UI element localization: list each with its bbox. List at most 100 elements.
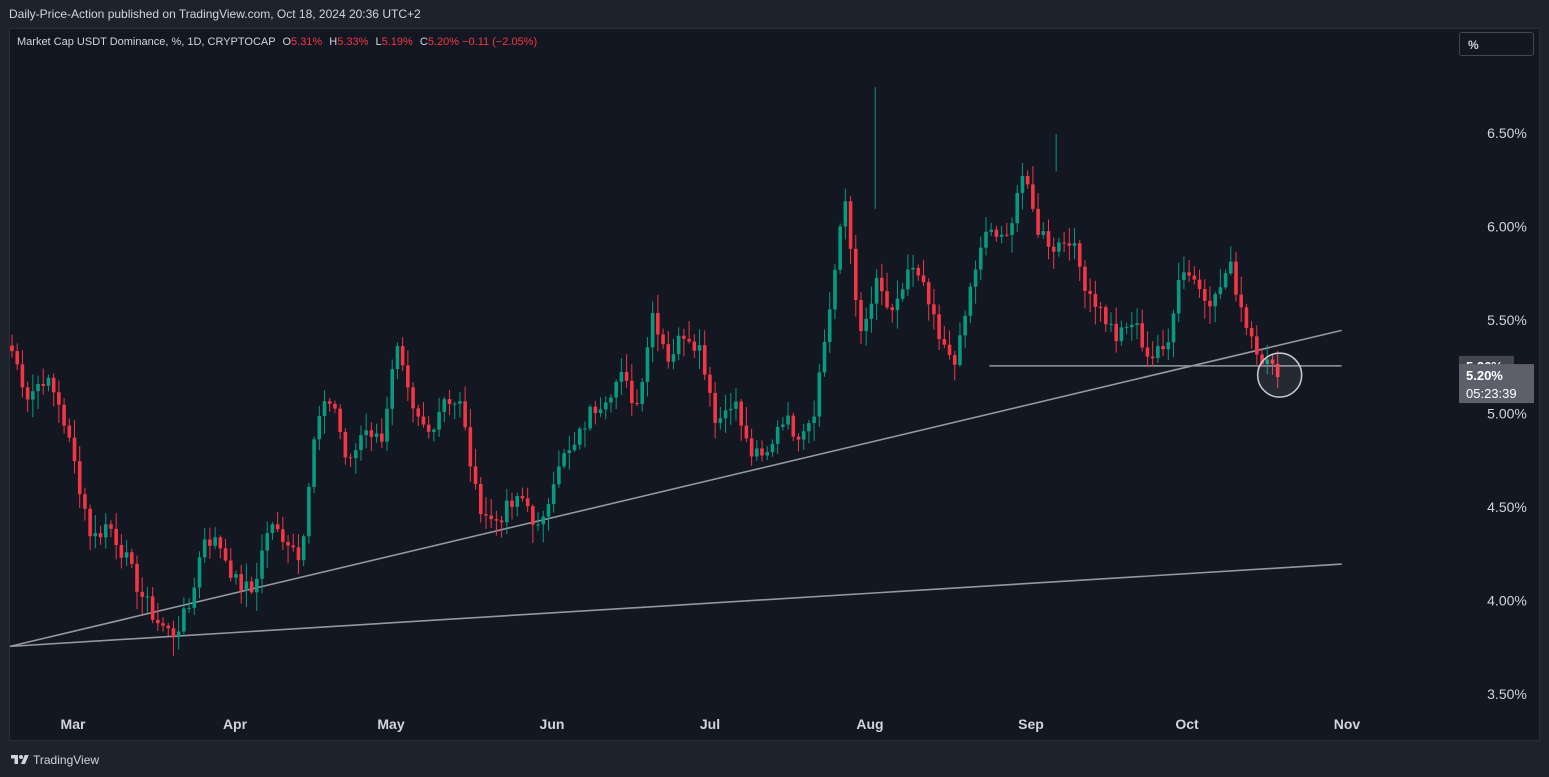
candle[interactable] xyxy=(760,440,764,462)
candle[interactable] xyxy=(228,548,233,582)
candle[interactable] xyxy=(916,264,921,281)
candle[interactable] xyxy=(859,292,863,345)
candle[interactable] xyxy=(1114,307,1119,353)
candle[interactable] xyxy=(135,555,139,610)
candle[interactable] xyxy=(624,354,629,388)
candle[interactable] xyxy=(963,310,967,348)
candle[interactable] xyxy=(1140,309,1145,352)
candle[interactable] xyxy=(510,492,514,520)
candle[interactable] xyxy=(1130,312,1134,341)
candle[interactable] xyxy=(822,329,827,377)
candle[interactable] xyxy=(661,328,665,349)
candle[interactable] xyxy=(156,602,160,631)
candle[interactable] xyxy=(880,263,884,305)
candle[interactable] xyxy=(1005,222,1009,237)
candle[interactable] xyxy=(650,301,655,363)
candle[interactable] xyxy=(609,394,613,413)
candle[interactable] xyxy=(270,522,275,541)
candle[interactable] xyxy=(31,374,35,418)
candle[interactable] xyxy=(442,396,447,423)
candle[interactable] xyxy=(952,350,957,381)
candle[interactable] xyxy=(249,576,254,595)
candle[interactable] xyxy=(723,394,728,433)
candle[interactable] xyxy=(385,396,389,451)
candle[interactable] xyxy=(781,416,785,431)
candle[interactable] xyxy=(937,304,941,351)
candle[interactable] xyxy=(598,397,603,417)
candle[interactable] xyxy=(697,329,702,370)
candle[interactable] xyxy=(1109,312,1113,332)
candle[interactable] xyxy=(765,446,770,461)
candle[interactable] xyxy=(676,327,681,361)
candle[interactable] xyxy=(51,373,56,407)
candle[interactable] xyxy=(140,577,145,615)
candle[interactable] xyxy=(531,504,535,544)
candle[interactable] xyxy=(296,534,301,574)
scale-percent-button[interactable]: % xyxy=(1459,32,1534,56)
candle[interactable] xyxy=(327,397,332,412)
candle[interactable] xyxy=(1187,259,1191,282)
candle[interactable] xyxy=(536,512,540,531)
candle[interactable] xyxy=(999,226,1004,244)
candle[interactable] xyxy=(640,377,645,412)
candle[interactable] xyxy=(900,283,905,302)
candle[interactable] xyxy=(380,418,384,448)
candle[interactable] xyxy=(114,513,118,560)
candle[interactable] xyxy=(426,416,431,439)
candle[interactable] xyxy=(1208,286,1212,324)
candle[interactable] xyxy=(1176,262,1181,323)
candle[interactable] xyxy=(1234,251,1238,302)
candle[interactable] xyxy=(187,598,191,613)
candle[interactable] xyxy=(1213,291,1217,323)
candle[interactable] xyxy=(1244,303,1249,336)
candle[interactable] xyxy=(583,421,587,448)
legend-symbol[interactable]: Market Cap USDT Dominance, %, 1D, CRYPTO… xyxy=(17,36,276,48)
candle[interactable] xyxy=(775,420,780,454)
candle[interactable] xyxy=(791,412,796,442)
candle[interactable] xyxy=(734,388,738,421)
candle[interactable] xyxy=(77,446,82,508)
candle[interactable] xyxy=(317,405,322,451)
candle[interactable] xyxy=(182,597,186,635)
candle[interactable] xyxy=(301,534,306,567)
chart-canvas[interactable]: 3.50% 4.00% 4.50% 5.00% 5.50% 6.00% 6.50% Mar A… xyxy=(0,0,1549,745)
candle[interactable] xyxy=(557,450,561,488)
candle[interactable] xyxy=(1192,266,1197,285)
candle[interactable] xyxy=(1202,279,1207,319)
candle[interactable] xyxy=(103,513,108,549)
candle[interactable] xyxy=(312,436,316,494)
candle[interactable] xyxy=(687,321,691,344)
candle[interactable] xyxy=(353,443,358,474)
candle[interactable] xyxy=(739,399,743,441)
candle[interactable] xyxy=(447,389,452,416)
candle[interactable] xyxy=(525,487,530,513)
candle[interactable] xyxy=(906,254,910,296)
candle[interactable] xyxy=(947,330,952,360)
candle[interactable] xyxy=(911,254,915,287)
candle[interactable] xyxy=(1119,320,1124,346)
candle[interactable] xyxy=(1057,237,1061,257)
candle[interactable] xyxy=(1161,330,1165,356)
candle[interactable] xyxy=(1046,219,1051,260)
candle[interactable] xyxy=(1265,344,1270,375)
candle[interactable] xyxy=(770,439,775,457)
candle[interactable] xyxy=(1171,309,1176,358)
candle[interactable] xyxy=(1228,246,1233,276)
candle[interactable] xyxy=(286,535,290,564)
candle[interactable] xyxy=(932,288,936,330)
candle[interactable] xyxy=(275,512,280,533)
candle[interactable] xyxy=(848,196,853,264)
candle[interactable] xyxy=(812,400,816,441)
candle[interactable] xyxy=(603,396,608,420)
candle[interactable] xyxy=(192,577,197,615)
candle[interactable] xyxy=(254,562,259,611)
candle[interactable] xyxy=(343,428,348,465)
candle[interactable] xyxy=(1255,325,1259,365)
candle[interactable] xyxy=(390,359,395,426)
candle[interactable] xyxy=(1098,301,1103,322)
candle[interactable] xyxy=(421,401,426,428)
candle[interactable] xyxy=(614,379,618,409)
candle[interactable] xyxy=(359,425,363,461)
candle[interactable] xyxy=(484,497,488,529)
candle[interactable] xyxy=(978,236,983,281)
